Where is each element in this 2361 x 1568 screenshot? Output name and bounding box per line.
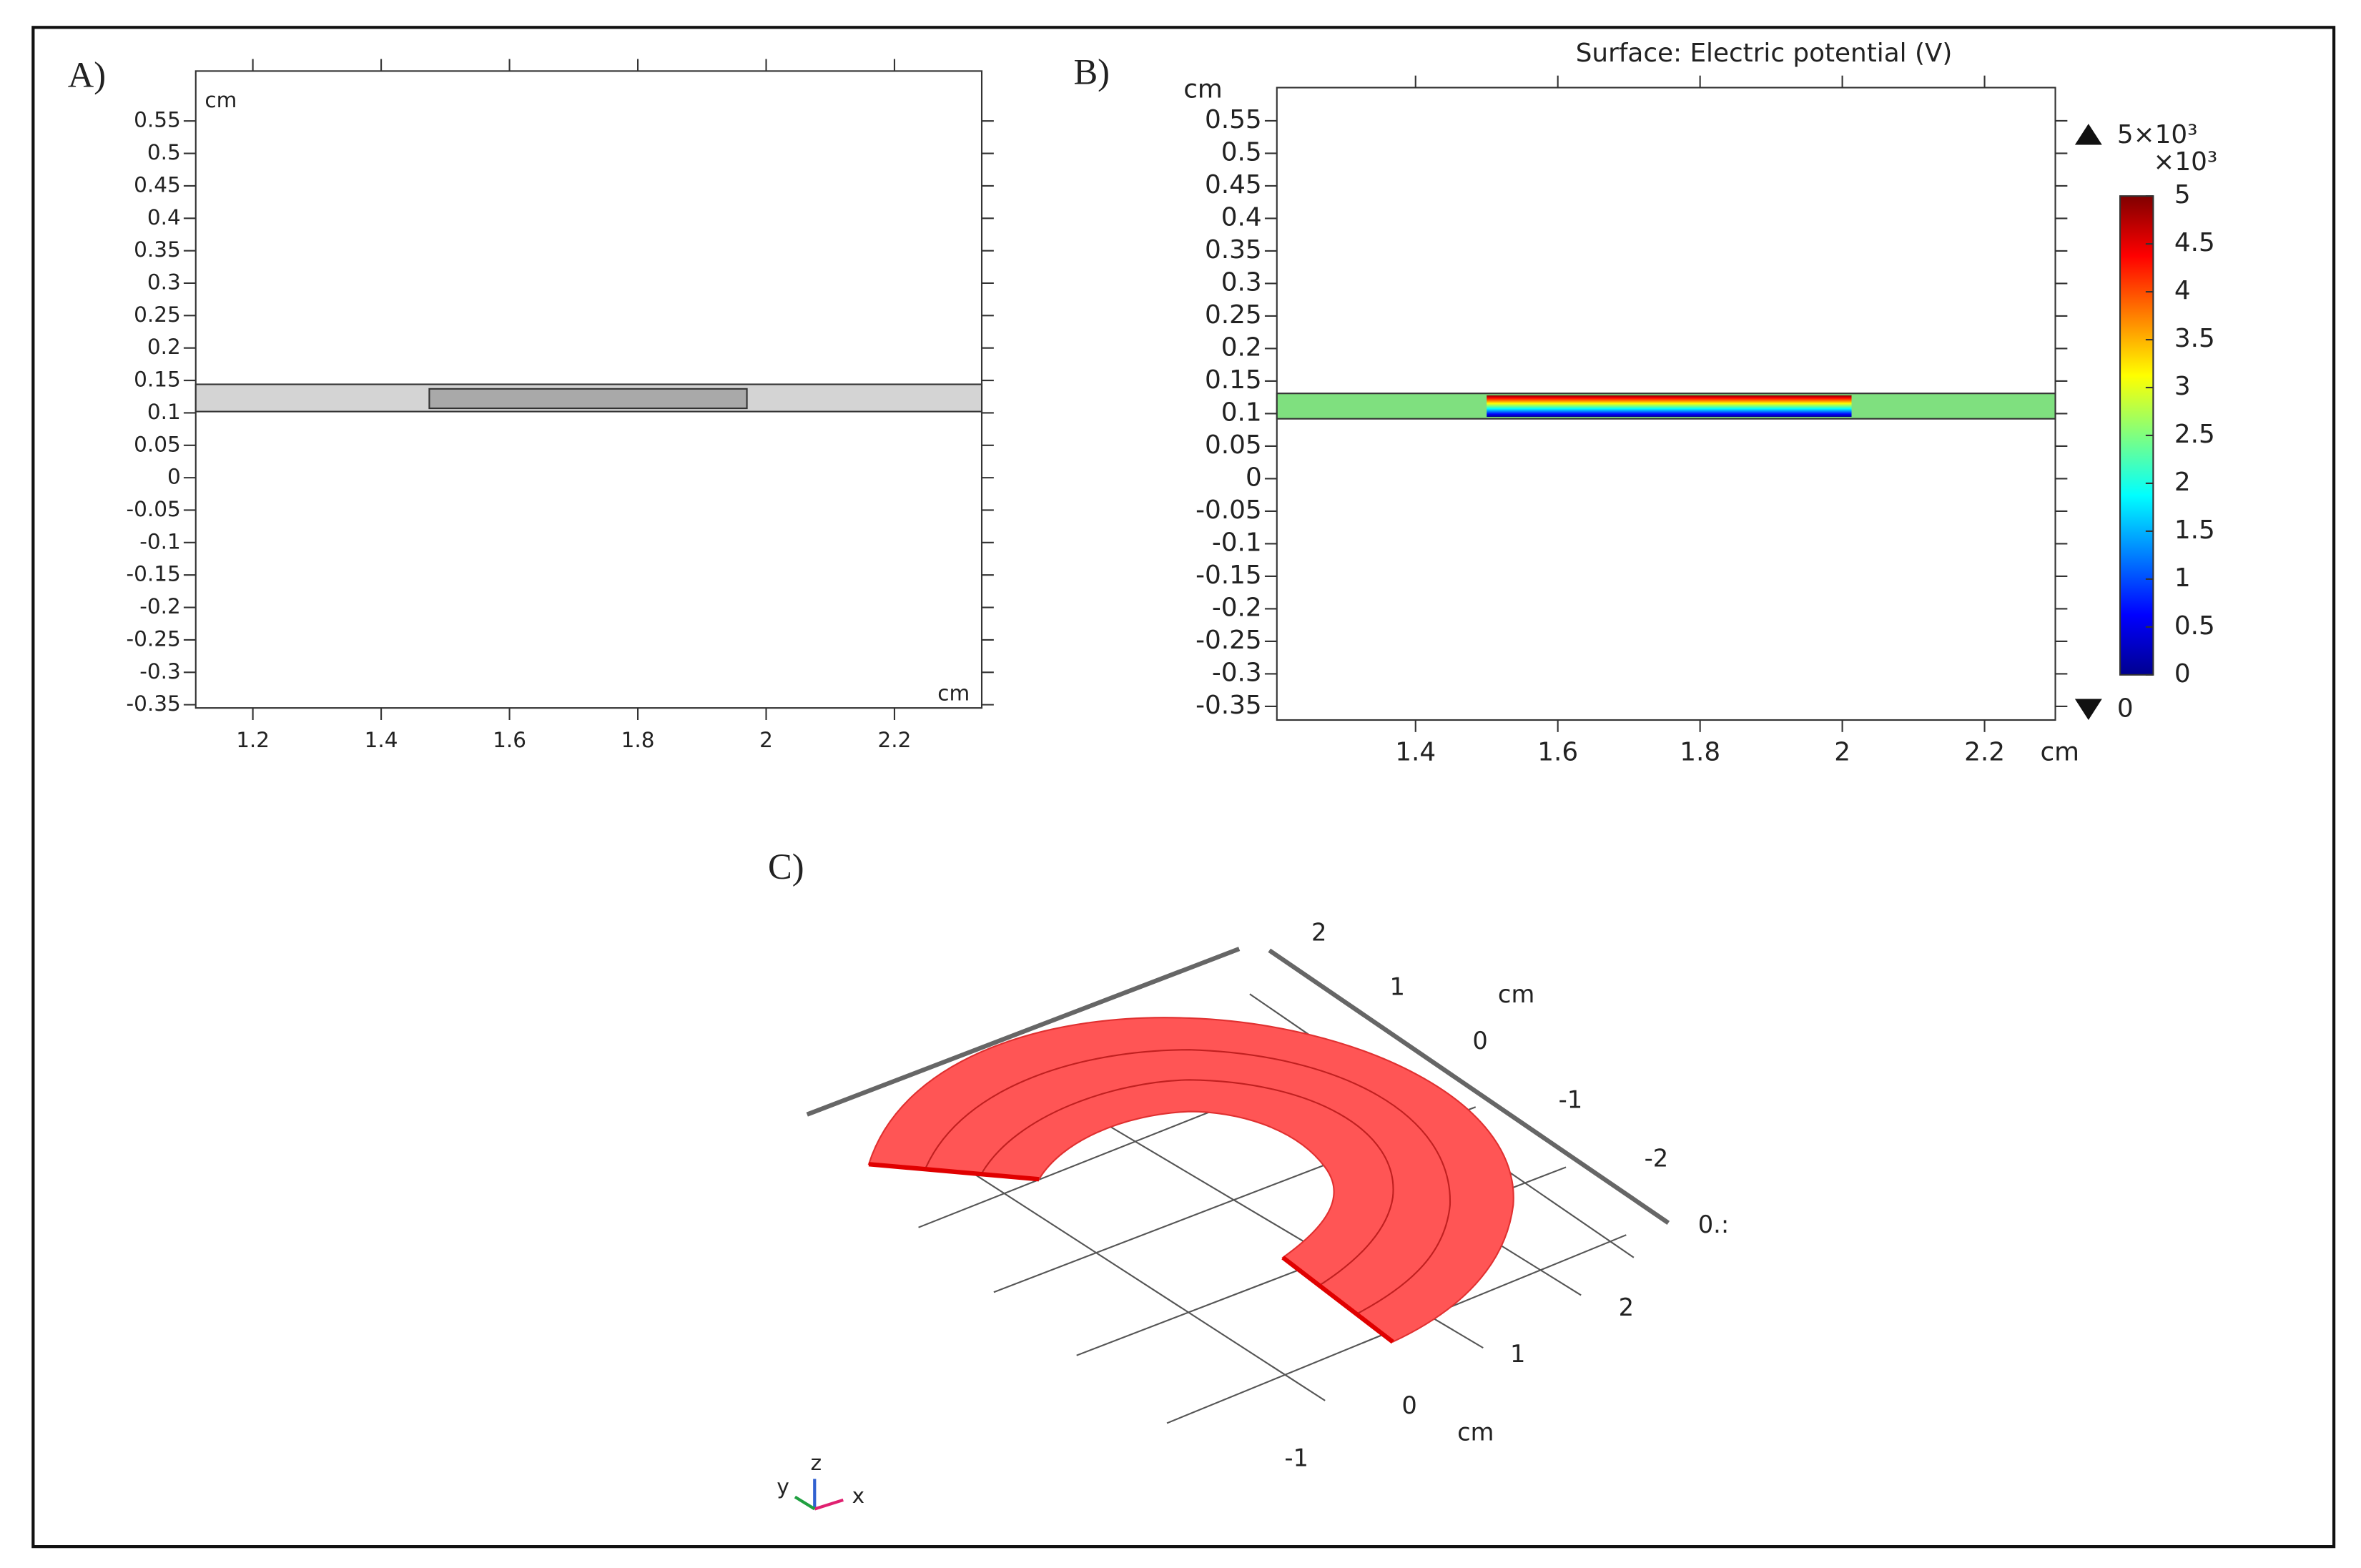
y-tick-label: 0.05 bbox=[1205, 430, 1262, 460]
x-unit: cm bbox=[937, 681, 970, 706]
y-tick-label: 0.2 bbox=[1221, 332, 1262, 362]
y-tick-label: 0 bbox=[167, 465, 181, 489]
y-tick-label: 0.15 bbox=[1205, 365, 1262, 395]
y-tick-label: 0.35 bbox=[134, 237, 181, 262]
colorbar-multiplier: ×10³ bbox=[2153, 147, 2217, 177]
frame bbox=[31, 26, 2336, 1549]
axis-tick-label: 1 bbox=[1510, 1340, 1525, 1368]
y-tick-label: 0.1 bbox=[1221, 398, 1262, 427]
x-tick-label: 1.2 bbox=[236, 728, 270, 752]
axis-tick-label: -2 bbox=[1645, 1144, 1669, 1172]
x-tick-label: 2.2 bbox=[878, 728, 912, 752]
x-tick-label: 1.4 bbox=[1395, 737, 1436, 766]
y-tick-label: 0.3 bbox=[147, 270, 181, 294]
y-tick-label: 0.55 bbox=[134, 108, 181, 132]
y-tick-label: -0.15 bbox=[126, 562, 180, 586]
y-tick-label: 0.55 bbox=[1205, 105, 1262, 134]
y-tick-label: 0.15 bbox=[134, 368, 181, 392]
axis-tick-label: 0 bbox=[1401, 1391, 1416, 1419]
colorbar-tick-label: 3 bbox=[2174, 372, 2191, 401]
y-unit: cm bbox=[1183, 75, 1223, 104]
y-tick-label: 0.45 bbox=[134, 172, 181, 197]
x-tick-label: 1.4 bbox=[365, 728, 398, 752]
y-tick-label: 0 bbox=[1246, 463, 1262, 492]
y-tick-label: -0.25 bbox=[1196, 626, 1262, 655]
max-marker bbox=[2074, 124, 2102, 145]
triad-label: y bbox=[777, 1474, 789, 1499]
colorbar-tick-label: 2.5 bbox=[2174, 420, 2215, 449]
y-tick-label: -0.35 bbox=[1196, 691, 1262, 720]
colorbar-tick-label: 0 bbox=[2174, 659, 2191, 689]
y-tick-label: 0.5 bbox=[147, 140, 181, 164]
triad-label: z bbox=[811, 1451, 822, 1475]
electrode-region bbox=[1487, 395, 1852, 417]
colorbar-tick-label: 1 bbox=[2174, 563, 2191, 593]
y-tick-label: -0.2 bbox=[139, 594, 181, 618]
axis-tick-label: 2 bbox=[1311, 919, 1326, 947]
y-tick-label: 0.25 bbox=[1205, 300, 1262, 330]
axis-unit: cm bbox=[1457, 1419, 1494, 1446]
x-tick-label: 2 bbox=[759, 728, 773, 752]
colorbar-tick-label: 1.5 bbox=[2174, 516, 2215, 545]
y-tick-label: 0.35 bbox=[1205, 235, 1262, 265]
panel-c-drawing bbox=[794, 947, 1670, 1511]
axis-unit: cm bbox=[1498, 980, 1534, 1008]
y-tick-label: 0.05 bbox=[134, 432, 181, 456]
y-tick-label: 0.5 bbox=[1221, 137, 1262, 167]
x-unit: cm bbox=[2040, 737, 2079, 766]
x-tick-label: 2 bbox=[1834, 737, 1850, 766]
y-unit: cm bbox=[204, 88, 237, 112]
chart-title: Surface: Electric potential (V) bbox=[1576, 39, 1953, 68]
colorbar-tick-label: 0.5 bbox=[2174, 611, 2215, 641]
y-tick-label: -0.05 bbox=[126, 497, 180, 521]
axis-tick-label: 2 bbox=[1619, 1293, 1634, 1321]
y-tick-label: -0.25 bbox=[126, 626, 180, 651]
y-tick-label: -0.05 bbox=[1196, 495, 1262, 525]
x-tick-label: 1.8 bbox=[621, 728, 655, 752]
y-tick-label: -0.1 bbox=[139, 529, 181, 553]
min-label: 0 bbox=[2117, 694, 2134, 723]
axis-tick-label: 0.: bbox=[1698, 1210, 1730, 1238]
y-tick-label: -0.1 bbox=[1212, 528, 1262, 557]
x-tick-label: 2.2 bbox=[1964, 737, 2005, 766]
x-tick-label: 1.6 bbox=[493, 728, 526, 752]
y-tick-label: 0.4 bbox=[1221, 202, 1262, 232]
axis-tick-label: -1 bbox=[1559, 1085, 1583, 1113]
y-tick-label: -0.3 bbox=[139, 659, 181, 684]
panel-label: B) bbox=[1073, 51, 1110, 92]
axis-tick-label: -1 bbox=[1284, 1444, 1308, 1471]
triad-label: x bbox=[852, 1484, 864, 1508]
y-tick-label: -0.35 bbox=[126, 691, 180, 716]
y-tick-label: 0.45 bbox=[1205, 170, 1262, 199]
panel-label: A) bbox=[68, 54, 106, 94]
y-tick-label: 0.1 bbox=[147, 400, 181, 424]
y-tick-label: -0.2 bbox=[1212, 593, 1262, 622]
y-tick-label: -0.15 bbox=[1196, 561, 1262, 590]
axis-tick-label: 0 bbox=[1472, 1027, 1487, 1055]
geometry-shape bbox=[428, 388, 748, 410]
panel-label: C) bbox=[768, 847, 804, 887]
max-label: 5×10³ bbox=[2117, 120, 2198, 149]
axis-tick-label: 1 bbox=[1390, 972, 1405, 1000]
colorbar-tick-label: 4 bbox=[2174, 276, 2191, 305]
x-tick-label: 1.6 bbox=[1537, 737, 1578, 766]
y-tick-label: 0.3 bbox=[1221, 267, 1262, 297]
y-tick-label: -0.3 bbox=[1212, 658, 1262, 687]
colorbar-tick-label: 2 bbox=[2174, 468, 2191, 497]
colorbar-tick-label: 3.5 bbox=[2174, 324, 2215, 353]
y-tick-label: 0.25 bbox=[134, 302, 181, 327]
y-tick-label: 0.4 bbox=[147, 205, 181, 230]
min-marker bbox=[2074, 699, 2102, 721]
x-tick-label: 1.8 bbox=[1680, 737, 1720, 766]
colorbar-tick-label: 4.5 bbox=[2174, 228, 2215, 257]
colorbar-tick-label: 5 bbox=[2174, 180, 2191, 209]
y-tick-label: 0.2 bbox=[147, 335, 181, 359]
